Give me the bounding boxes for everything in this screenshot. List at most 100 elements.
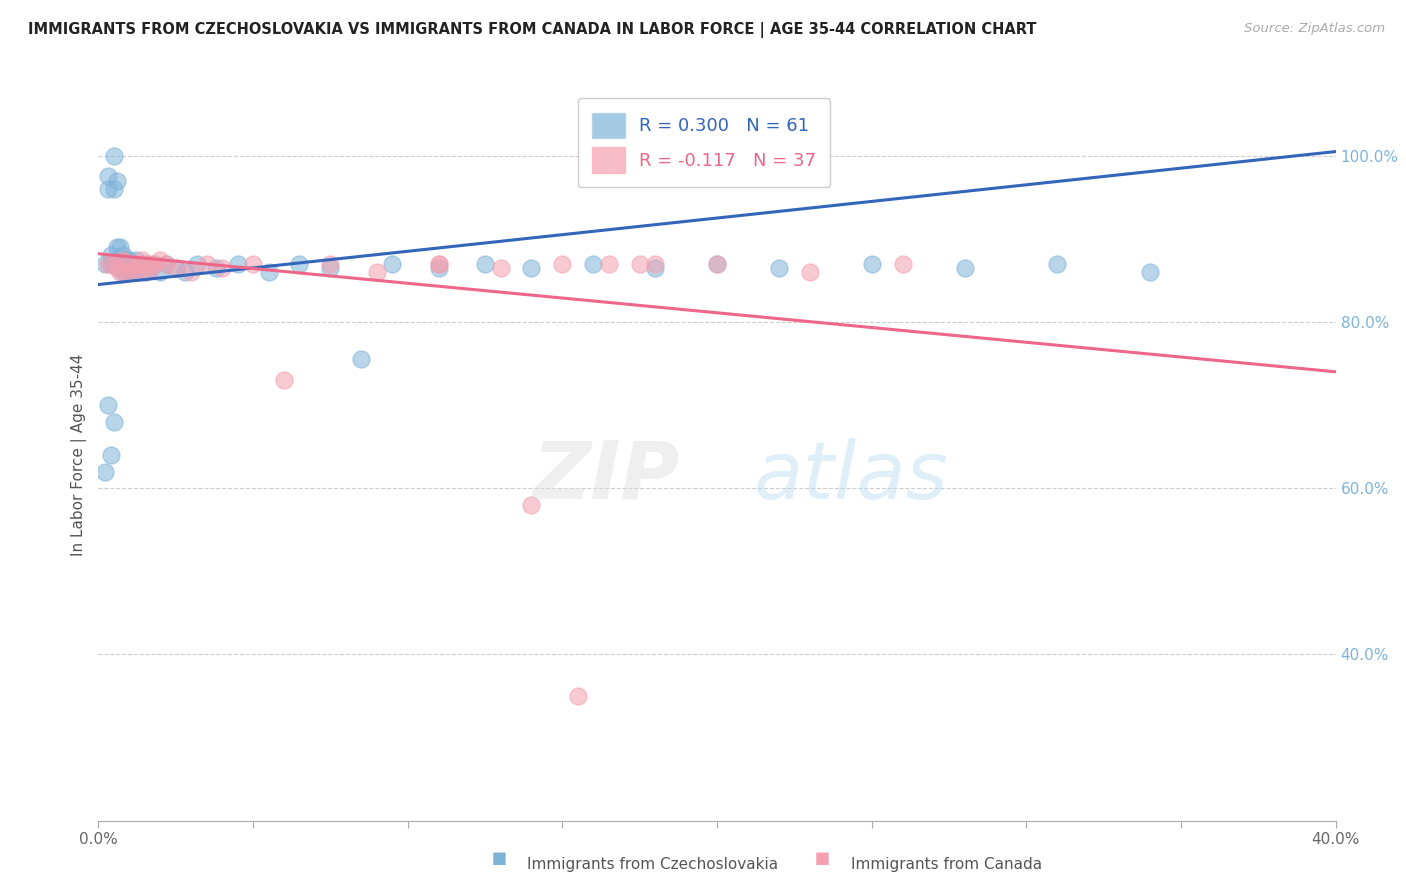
- Point: [134, 265, 156, 279]
- Text: atlas: atlas: [754, 438, 949, 516]
- Point: [131, 257, 153, 271]
- Point: [121, 257, 143, 271]
- Point: [474, 257, 496, 271]
- Point: [112, 265, 135, 279]
- Text: IMMIGRANTS FROM CZECHOSLOVAKIA VS IMMIGRANTS FROM CANADA IN LABOR FORCE | AGE 35: IMMIGRANTS FROM CZECHOSLOVAKIA VS IMMIGR…: [28, 22, 1036, 38]
- Point: [118, 252, 141, 267]
- Text: ▪: ▪: [491, 846, 508, 870]
- Point: [226, 257, 249, 271]
- Point: [768, 260, 790, 275]
- Point: [115, 265, 138, 279]
- Point: [860, 257, 883, 271]
- Point: [103, 149, 125, 163]
- Point: [121, 260, 143, 275]
- Point: [124, 252, 146, 267]
- Point: [112, 252, 135, 267]
- Point: [427, 257, 450, 271]
- Point: [273, 373, 295, 387]
- Point: [427, 257, 450, 271]
- Point: [149, 265, 172, 279]
- Legend: R = 0.300   N = 61, R = -0.117   N = 37: R = 0.300 N = 61, R = -0.117 N = 37: [578, 98, 831, 187]
- Point: [381, 257, 404, 271]
- Point: [520, 498, 543, 512]
- Point: [706, 257, 728, 271]
- Point: [174, 265, 197, 279]
- Point: [103, 257, 125, 271]
- Point: [131, 252, 153, 267]
- Point: [211, 260, 233, 275]
- Point: [165, 260, 187, 275]
- Point: [124, 265, 146, 279]
- Point: [155, 257, 177, 271]
- Point: [93, 257, 115, 271]
- Point: [97, 169, 120, 184]
- Text: ▪: ▪: [814, 846, 831, 870]
- Point: [105, 240, 128, 254]
- Point: [115, 252, 138, 267]
- Point: [598, 257, 620, 271]
- Point: [97, 257, 120, 271]
- Point: [799, 265, 821, 279]
- Point: [103, 182, 125, 196]
- Point: [143, 257, 166, 271]
- Point: [891, 257, 914, 271]
- Text: Source: ZipAtlas.com: Source: ZipAtlas.com: [1244, 22, 1385, 36]
- Point: [706, 257, 728, 271]
- Point: [118, 265, 141, 279]
- Point: [205, 260, 228, 275]
- Point: [1139, 265, 1161, 279]
- Point: [242, 257, 264, 271]
- Point: [195, 257, 218, 271]
- Point: [136, 257, 159, 271]
- Point: [139, 260, 162, 275]
- Point: [139, 260, 162, 275]
- Point: [644, 257, 666, 271]
- Point: [118, 257, 141, 271]
- Point: [644, 260, 666, 275]
- Point: [136, 257, 159, 271]
- Text: Immigrants from Czechoslovakia: Immigrants from Czechoslovakia: [527, 857, 779, 872]
- Point: [97, 182, 120, 196]
- Point: [186, 257, 208, 271]
- Text: ZIP: ZIP: [533, 438, 681, 516]
- Point: [112, 248, 135, 262]
- Point: [319, 260, 342, 275]
- Point: [97, 398, 120, 412]
- Point: [628, 257, 651, 271]
- Point: [489, 260, 512, 275]
- Point: [124, 265, 146, 279]
- Point: [121, 260, 143, 275]
- Point: [112, 257, 135, 271]
- Point: [143, 257, 166, 271]
- Point: [567, 689, 589, 703]
- Y-axis label: In Labor Force | Age 35-44: In Labor Force | Age 35-44: [72, 354, 87, 556]
- Point: [149, 252, 172, 267]
- Point: [366, 265, 388, 279]
- Point: [105, 257, 128, 271]
- Point: [100, 257, 122, 271]
- Point: [155, 257, 177, 271]
- Point: [551, 257, 574, 271]
- Point: [350, 352, 373, 367]
- Point: [953, 260, 976, 275]
- Point: [128, 260, 150, 275]
- Point: [520, 260, 543, 275]
- Point: [112, 260, 135, 275]
- Point: [115, 257, 138, 271]
- Text: Immigrants from Canada: Immigrants from Canada: [851, 857, 1042, 872]
- Point: [582, 257, 605, 271]
- Point: [108, 265, 131, 279]
- Point: [165, 260, 187, 275]
- Point: [105, 174, 128, 188]
- Point: [180, 265, 202, 279]
- Point: [319, 257, 342, 271]
- Point: [108, 240, 131, 254]
- Point: [93, 465, 115, 479]
- Point: [100, 248, 122, 262]
- Point: [103, 257, 125, 271]
- Point: [100, 448, 122, 462]
- Point: [103, 415, 125, 429]
- Point: [118, 257, 141, 271]
- Point: [105, 260, 128, 275]
- Point: [134, 265, 156, 279]
